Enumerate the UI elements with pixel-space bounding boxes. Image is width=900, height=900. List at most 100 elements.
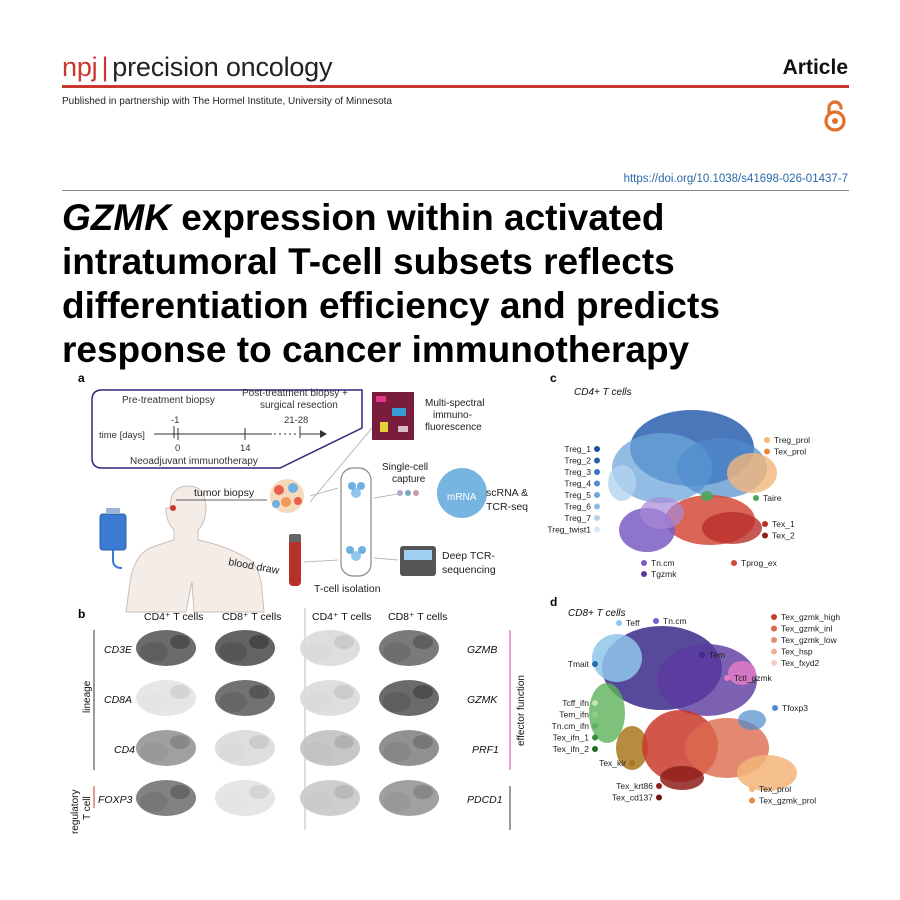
- post-biopsy-label-2: surgical resection: [260, 400, 338, 411]
- umap-thumb-lobe: [413, 785, 433, 799]
- cd8-label-tmait: Tmait: [568, 659, 598, 669]
- cd4-label-taire-dot: [753, 495, 759, 501]
- umap-thumb-3-0: [136, 780, 196, 816]
- cd8-label-right-top-3: Tex_hsp: [771, 647, 813, 657]
- umap-thumb-lobe: [140, 692, 168, 712]
- cd4-label-left-7: Treg_twist1: [547, 525, 600, 535]
- cd4-label-left-4: Treg_5: [564, 490, 600, 500]
- figure-1: a Pre-treatment biopsy Post-treatment bi…: [70, 371, 840, 834]
- title-line-1: GZMK expression within activated: [62, 197, 665, 238]
- cd4-label-tprogex-dot: [731, 560, 737, 566]
- cd8-label-left-0-label: Tcff_ifn: [562, 698, 589, 708]
- cd8-label-tctl-dot: [724, 675, 730, 681]
- lineage-label: lineage: [82, 680, 93, 713]
- regimen-label: Neoadjuvant immunotherapy: [130, 456, 258, 467]
- umap-thumb-2-1: [215, 730, 275, 766]
- cd8-label-tfoxp3: Tfoxp3: [772, 703, 808, 713]
- cd4-label-left-0-label: Treg_1: [564, 444, 591, 454]
- cd4-label-tgzmk-label: Tgzmk: [651, 569, 677, 579]
- tumor-biopsy-label: tumor biopsy: [194, 487, 255, 499]
- umap-thumb-0-0: [136, 630, 196, 666]
- col-header-2: CD8⁺ T cells: [222, 611, 281, 623]
- umap-thumb-lobe: [219, 792, 247, 812]
- cd8-label-right-top-1-dot: [771, 625, 777, 632]
- umap-thumb-0-1: [215, 630, 275, 666]
- cd8-label-right-top-2-dot: [771, 637, 777, 643]
- cd8-label-bottom-left-0-dot: [656, 783, 662, 789]
- article-type: Article: [782, 56, 848, 79]
- cd8-label-left-0: Tcff_ifn: [562, 698, 598, 708]
- cd8-label-right-top-3-label: Tex_hsp: [781, 647, 813, 657]
- cd8-label-bottom-right-0-dot: [749, 786, 755, 792]
- col-header-3: CD4⁺ T cells: [312, 611, 371, 623]
- cd4-label-left-3: Treg_4: [564, 479, 600, 489]
- cd4-label-right-top-1-label: Tex_prol: [774, 447, 806, 457]
- cd4-label-left-0: Treg_1: [564, 444, 600, 454]
- tick-minus1: -1: [171, 415, 179, 426]
- cd8-label-right-top-0-dot: [771, 614, 777, 620]
- cd8-label-bottom-right-1-label: Tex_gzmk_prol: [759, 796, 816, 806]
- scrna-label-2: TCR-seq: [486, 501, 528, 513]
- cd8-label-tfoxp3-label: Tfoxp3: [782, 703, 808, 713]
- cd8-label-texkir: Tex_kir: [599, 758, 635, 768]
- cd4-label-right-top-0: Treg_prol: [764, 435, 810, 445]
- col-header-4: CD8⁺ T cells: [388, 611, 447, 623]
- doi-link[interactable]: https://doi.org/10.1038/s41698-026-01437…: [623, 173, 848, 185]
- gene-label-foxp3: FOXP3: [98, 794, 133, 806]
- panel-a-letter: a: [78, 371, 85, 385]
- tcell-isolation-tube: [340, 467, 372, 577]
- umap-thumb-lobe: [304, 792, 332, 812]
- umap-thumb-lobe: [334, 735, 354, 749]
- cd8-label-tfoxp3-dot: [772, 705, 778, 711]
- deep-tcr-label-2: sequencing: [442, 564, 496, 576]
- regulatory-label-1: regulatory: [70, 790, 81, 834]
- umap-thumb-lobe: [219, 692, 247, 712]
- cd8-label-right-top-0: Tex_gzmk_high: [771, 612, 840, 622]
- cd4-label-taire: Taire: [753, 493, 782, 503]
- expression-umap-grid: [136, 630, 439, 816]
- title-line-2: intratumoral T-cell subsets reflects: [62, 241, 675, 282]
- cd8-label-left-3-label: Tex_ifn_1: [553, 733, 590, 743]
- cd8-label-left-1-dot: [592, 711, 598, 718]
- umap-thumb-lobe: [219, 742, 247, 762]
- iv-bag-icon: [99, 513, 127, 551]
- sc-capture-label-2: capture: [392, 474, 426, 485]
- mrna-droplet: [437, 468, 487, 518]
- cd8-label-bottom-right-0: Tex_prol: [749, 784, 791, 794]
- title-divider: [62, 190, 849, 191]
- gene-label-cd3e: CD3E: [104, 644, 133, 656]
- cd4-label-left-3-label: Treg_4: [564, 479, 591, 489]
- post-biopsy-label-1: Post-treatment biopsy +: [242, 388, 348, 399]
- article-title: GZMK expression within activated intratu…: [62, 196, 852, 372]
- umap-thumb-lobe: [170, 735, 190, 749]
- umap-thumb-lobe: [170, 635, 190, 649]
- cd4-legend: Treg_1Treg_2Treg_3Treg_4Treg_5Treg_6Treg…: [547, 435, 810, 579]
- cd8-label-bottom-left-1: Tex_cd137: [612, 793, 662, 803]
- cd8-label-texkir-label: Tex_kir: [599, 758, 626, 768]
- cd8-label-right-top-4: Tex_fxyd2: [771, 658, 820, 668]
- cd8-label-left-1: Tem_ifn: [559, 710, 598, 720]
- cd4-label-tncm-dot: [641, 560, 647, 566]
- cd8-label-left-0-dot: [592, 700, 598, 706]
- cd4-label-taire-label: Taire: [763, 493, 782, 503]
- cd8-label-right-top-3-dot: [771, 648, 777, 655]
- cd8-label-tctl: Tctl_gzmk: [724, 673, 773, 683]
- umap-thumb-lobe: [383, 792, 411, 812]
- cd8-label-tncm: Tn.cm: [653, 616, 687, 626]
- multispectral-label-2: immuno-: [433, 410, 472, 421]
- multispectral-label-3: fluorescence: [425, 422, 482, 433]
- gene-label-gzmk: GZMK: [467, 694, 498, 706]
- umap-thumb-0-2: [300, 630, 360, 666]
- cd4-label-tgzmk-dot: [641, 571, 647, 577]
- cd8-label-left-3: Tex_ifn_1: [553, 733, 598, 743]
- umap-thumb-lobe: [413, 735, 433, 749]
- tick-0: 0: [175, 443, 180, 454]
- umap-thumb-0-3: [379, 630, 439, 666]
- cd4-label-left-6: Treg_7: [564, 513, 600, 523]
- umap-thumb-lobe: [249, 685, 269, 699]
- umap-thumb-lobe: [219, 642, 247, 662]
- umap-thumb-lobe: [170, 685, 190, 699]
- umap-thumb-lobe: [140, 742, 168, 762]
- cd8-label-teff: Teff: [616, 618, 640, 628]
- tick-14: 14: [240, 443, 251, 454]
